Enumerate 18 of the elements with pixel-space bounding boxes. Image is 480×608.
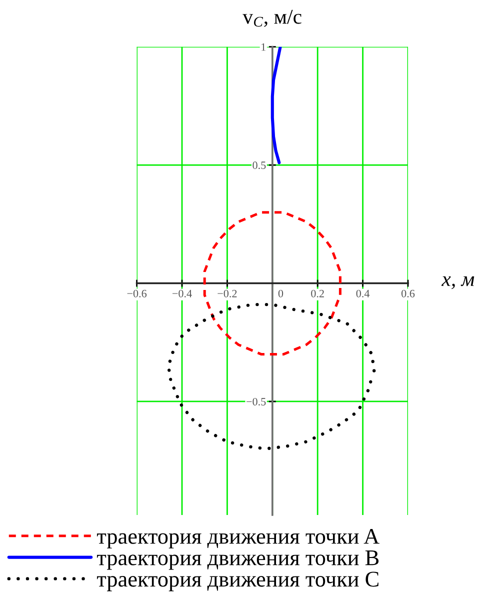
legend-label: траектория движения точки B: [96, 550, 379, 570]
x-tick-label: 0.6: [401, 290, 415, 298]
legend-label: траектория движения точки C: [96, 572, 378, 592]
y-tick-label: 1: [262, 43, 266, 51]
legend-label: траектория движения точки A: [96, 529, 380, 548]
x-tick-label: 0.4: [356, 290, 370, 298]
line-series: [203, 211, 342, 356]
y-tick-label: −0.5: [246, 398, 266, 406]
x-tick-label: 0.2: [311, 290, 324, 298]
y-tick-label: 0.5: [252, 162, 266, 170]
line-series: [270, 46, 282, 164]
line-series: [166, 302, 376, 450]
x-tick-label: −0.4: [172, 290, 192, 298]
x-tick-label: −0.6: [127, 290, 147, 298]
x-tick-label: −0.2: [218, 290, 237, 298]
x-axis-title: x, м: [441, 276, 474, 290]
y-axis-title: v$_{C}$, м/с: [242, 10, 302, 27]
x-tick-label: 0: [278, 290, 284, 298]
